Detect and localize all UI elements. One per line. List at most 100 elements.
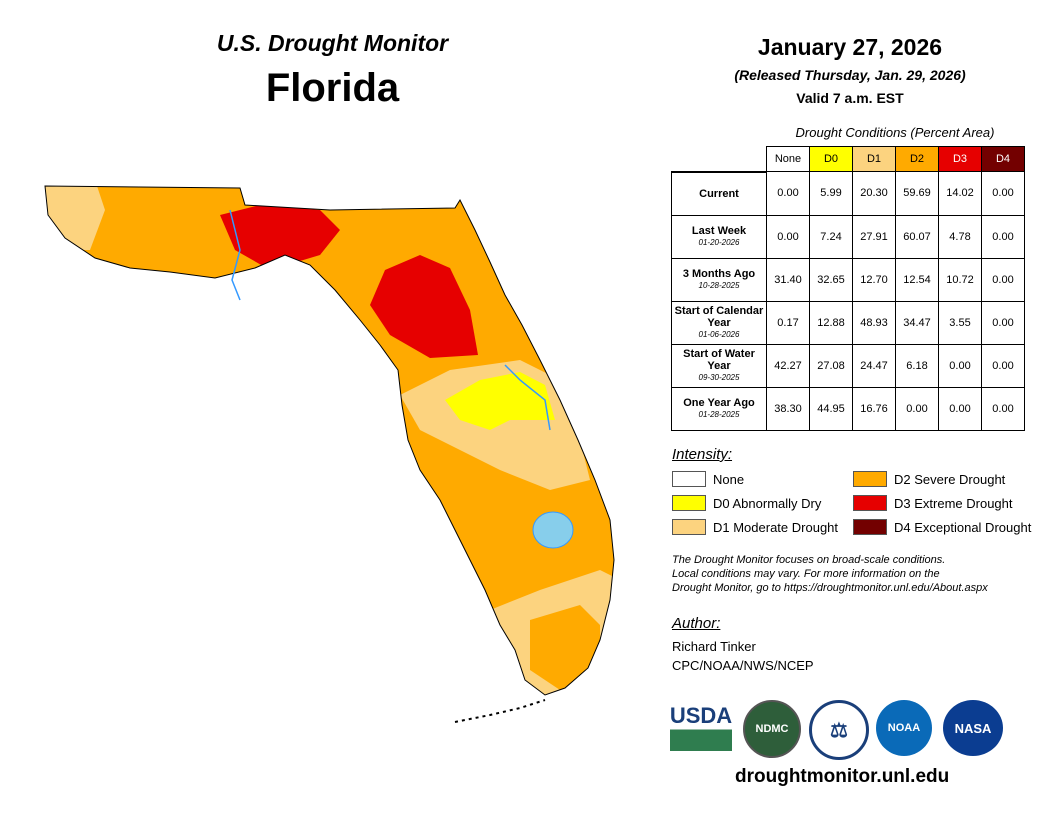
row-label-text: Start of Calendar Year — [674, 304, 764, 329]
legend-swatch — [672, 519, 706, 535]
table-cell: 27.91 — [852, 214, 896, 259]
lake-okeechobee — [532, 511, 574, 549]
map-date: January 27, 2026 — [757, 34, 943, 60]
row-label: Last Week 01-20-2026 — [671, 214, 767, 259]
table-cell: 20.30 — [852, 171, 896, 216]
table-cell: 6.18 — [895, 343, 939, 388]
row-date: 09-30-2025 — [698, 372, 740, 382]
legend-label: None — [713, 471, 745, 487]
table-cell: 42.27 — [766, 343, 810, 388]
author-name: Richard Tinker — [672, 639, 756, 654]
legend-swatch — [672, 495, 706, 511]
row-label: Current — [671, 171, 767, 216]
legend-swatch — [853, 471, 887, 487]
drought-conditions-table: None D0 D1 D2 D3 D4 Current 0.00 5.99 20.30… — [671, 146, 1025, 431]
row-date: 01-06-2026 — [698, 329, 740, 339]
legend-item: D0 Abnormally Dry — [672, 495, 821, 511]
table-row: One Year Ago 01-28-2025 38.30 44.95 16.76 0.0… — [671, 386, 1025, 431]
table-cell: 0.00 — [981, 386, 1025, 431]
table-cell: 38.30 — [766, 386, 810, 431]
row-label-text: 3 Months Ago — [682, 267, 756, 280]
table-cell: 0.00 — [766, 214, 810, 259]
table-cell: 60.07 — [895, 214, 939, 259]
legend-label: D4 Exceptional Drought — [894, 519, 1032, 535]
table-cell: 10.72 — [938, 257, 982, 302]
table-cell: 34.47 — [895, 300, 939, 345]
table-cell: 0.00 — [938, 386, 982, 431]
legend-item: D4 Exceptional Drought — [853, 519, 1031, 535]
table-cell: 12.70 — [852, 257, 896, 302]
legend-item: D2 Severe Drought — [853, 471, 1005, 487]
col-d1: D1 — [852, 146, 896, 172]
table-cell: 12.54 — [895, 257, 939, 302]
col-none: None — [766, 146, 810, 172]
table-cell: 3.55 — [938, 300, 982, 345]
table-caption: Drought Conditions (Percent Area) — [795, 125, 995, 140]
table-cell: 0.00 — [981, 257, 1025, 302]
legend-title: Intensity: — [672, 446, 733, 463]
row-label-text: Start of Water Year — [683, 347, 755, 372]
noaa-logo: NOAA — [876, 700, 932, 756]
table-cell: 0.00 — [981, 343, 1025, 388]
valid-time: Valid 7 a.m. EST — [796, 90, 904, 106]
row-label: Start of Calendar Year 01-06-2026 — [671, 300, 767, 345]
footer-url[interactable]: droughtmonitor.unl.edu — [735, 766, 950, 787]
table-cell: 0.00 — [895, 386, 939, 431]
row-label: 3 Months Ago 10-28-2025 — [671, 257, 767, 302]
legend-item: None — [672, 471, 744, 487]
st-johns-river — [504, 364, 551, 431]
table-cell: 27.08 — [809, 343, 853, 388]
row-label-text: Last Week — [691, 224, 747, 237]
author-block: Richard Tinker CPC/NOAA/NWS/NCEP — [672, 637, 814, 675]
table-cell: 14.02 — [938, 171, 982, 216]
legend-label: D2 Severe Drought — [894, 471, 1006, 487]
author-heading: Author: — [672, 615, 721, 632]
table-row: Current 0.00 5.99 20.30 59.69 14.02 0.00 — [671, 171, 1025, 216]
disclaimer-note: The Drought Monitor focuses on broad-sca… — [672, 553, 1052, 595]
florida-drought-map — [44, 185, 615, 723]
legend-label: D0 Abnormally Dry — [713, 495, 822, 511]
row-date: 01-20-2026 — [698, 237, 740, 247]
legend-item: D1 Moderate Drought — [672, 519, 838, 535]
table-cell: 5.99 — [809, 171, 853, 216]
col-d0: D0 — [809, 146, 853, 172]
col-d3: D3 — [938, 146, 982, 172]
row-label: One Year Ago 01-28-2025 — [671, 386, 767, 431]
d2-region-south — [530, 605, 600, 690]
table-row: 3 Months Ago 10-28-2025 31.40 32.65 12.70 12.… — [671, 257, 1025, 302]
table-cell: 59.69 — [895, 171, 939, 216]
table-cell: 0.00 — [766, 171, 810, 216]
note-line: Local conditions may vary. For more info… — [672, 568, 940, 580]
brand-title: U.S. Drought Monitor — [216, 30, 449, 56]
table-cell: 0.00 — [981, 171, 1025, 216]
table-cell: 31.40 — [766, 257, 810, 302]
note-line: The Drought Monitor focuses on broad-sca… — [672, 554, 946, 566]
table-cell: 32.65 — [809, 257, 853, 302]
usda-logo: USDA — [670, 703, 732, 751]
row-date: 10-28-2025 — [698, 280, 740, 290]
table-cell: 7.24 — [809, 214, 853, 259]
table-cell: 0.00 — [981, 300, 1025, 345]
ndmc-logo: NDMC — [743, 700, 801, 758]
table-cell: 0.17 — [766, 300, 810, 345]
legend-item: D3 Extreme Drought — [853, 495, 1013, 511]
row-label-text: Current — [699, 187, 739, 200]
row-label: Start of Water Year 09-30-2025 — [671, 343, 767, 388]
d3-region-panhandle — [220, 205, 340, 270]
legend-swatch — [672, 471, 706, 487]
release-date: (Released Thursday, Jan. 29, 2026) — [734, 67, 966, 83]
legend-swatch — [853, 495, 887, 511]
legend-label: D3 Extreme Drought — [894, 495, 1013, 511]
table-cell: 0.00 — [981, 214, 1025, 259]
table-row: Start of Calendar Year 01-06-2026 0.17 12.8… — [671, 300, 1025, 345]
table-row: Last Week 01-20-2026 0.00 7.24 27.91 60.07 4.7… — [671, 214, 1025, 259]
legend-swatch — [853, 519, 887, 535]
table-cell: 12.88 — [809, 300, 853, 345]
note-line: Drought Monitor, go to https://droughtmo… — [672, 582, 988, 594]
table-cell: 24.47 — [852, 343, 896, 388]
author-org: CPC/NOAA/NWS/NCEP — [672, 658, 814, 673]
florida-keys — [454, 699, 546, 723]
col-d2: D2 — [895, 146, 939, 172]
river — [229, 209, 241, 301]
